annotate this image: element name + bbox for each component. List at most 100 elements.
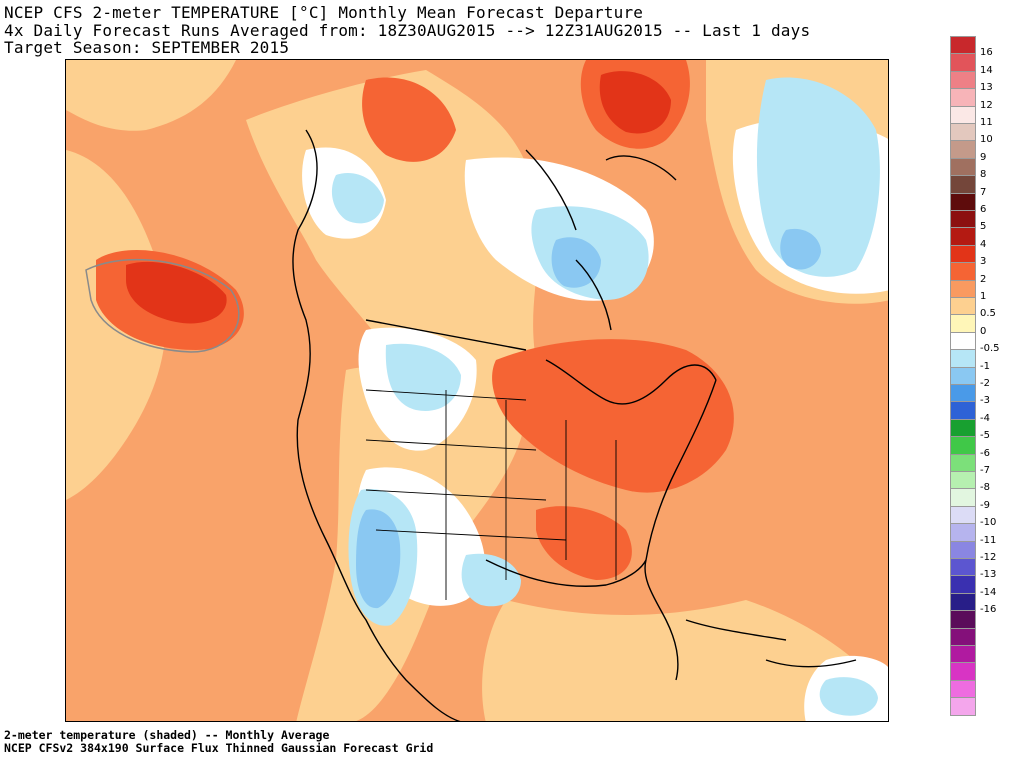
legend-swatch [950,558,976,577]
legend-label: -8 [980,482,990,494]
legend-label: -14 [980,586,997,598]
anomaly-cool-core-labrador [780,228,821,270]
legend-label: -10 [980,517,997,529]
legend-label: 9 [980,151,987,163]
legend-swatch [950,314,976,333]
temperature-anomaly-map [65,59,889,722]
legend-swatch [950,279,976,298]
us-canada-border [365,319,527,351]
legend-label: 12 [980,99,993,111]
legend-label: -12 [980,552,997,563]
legend-label: -0.5 [980,343,1000,355]
legend-swatch [950,401,976,420]
legend-swatch [950,418,976,438]
anomaly-field-pale-nw [66,60,236,131]
legend-label: -4 [980,412,990,424]
legend-swatch [950,662,976,681]
legend-label: 2 [980,273,987,285]
legend-swatch [950,123,976,142]
legend-label: 3 [980,256,987,268]
legend-swatch [950,210,976,229]
legend-swatch [950,175,976,194]
legend-swatch [950,592,976,612]
pacific-coastline [292,129,461,721]
legend-label: -13 [980,569,997,581]
legend-swatch [950,192,976,211]
gulf-coastline [485,559,647,587]
anomaly-warm-pacific-core [126,261,227,324]
legend-label: 16 [980,47,993,59]
footer-description: 2-meter temperature (shaded) -- Monthly … [4,728,330,742]
anomaly-cool-labrador-sea [756,77,880,277]
hudson-bay-coast [575,259,612,331]
legend-label: -9 [980,499,990,511]
legend-label: 13 [980,82,993,94]
legend-label: -5 [980,430,990,442]
legend-swatch [950,70,976,90]
legend-swatch [950,53,976,72]
contour-line-pacific [85,258,240,353]
legend-swatch [950,88,976,107]
legend-swatch [950,453,976,472]
legend-label: 10 [980,134,993,146]
legend-swatch [950,262,976,281]
legend-label: -1 [980,360,990,372]
forecast-run-info: 4x Daily Forecast Runs Averaged from: 18… [4,21,811,40]
legend-swatch [950,105,976,124]
anomaly-cool-caribbean [819,677,878,716]
legend-swatch [950,627,976,646]
legend-label: 7 [980,186,987,198]
legend-label: -11 [980,534,997,546]
anomaly-cool-core-rockies [356,509,401,609]
anomaly-cool-yukon [331,172,384,224]
anomaly-field-pale-canada [246,70,539,379]
legend-swatch [950,227,976,246]
arctic-islands [525,149,677,231]
legend-swatch [950,679,976,699]
geographic-boundaries [292,129,857,721]
legend-swatch [950,349,976,368]
legend-label: 0 [980,325,987,337]
legend-swatch [950,157,976,177]
legend-label: 0.5 [980,308,996,320]
legend-label: -3 [980,395,990,407]
legend-swatch [950,523,976,542]
anomaly-warm-arctic [362,77,456,162]
legend-label: -7 [980,465,990,476]
legend-label: -6 [980,447,990,459]
legend-label: 6 [980,204,987,215]
atlantic-coastline [644,379,717,681]
legend-label: -16 [980,604,997,616]
anomaly-field-pale-south [482,600,888,721]
footer-grid-info: NCEP CFSv2 384x190 Surface Flux Thinned … [4,741,434,755]
legend-swatch [950,244,976,264]
legend-swatch [950,140,976,159]
legend-swatch [950,540,976,559]
legend-swatch [950,697,976,716]
great-lakes-outline [545,359,717,405]
state-borders [365,389,617,600]
legend-label: 4 [980,238,987,250]
anomaly-warm-great-lakes [492,339,734,493]
legend-label: 5 [980,221,987,233]
legend-label: 1 [980,291,987,302]
legend-swatch [950,436,976,455]
legend-swatch [950,610,976,629]
legend-swatch [950,471,976,490]
legend-swatch [950,488,976,507]
legend-label: 14 [980,64,993,76]
legend-swatch [950,36,976,55]
anomaly-warm-southeast [536,506,632,580]
legend-swatch [950,505,976,525]
legend-label: -2 [980,378,990,389]
target-season: Target Season: SEPTEMBER 2015 [4,38,290,57]
legend-swatch [950,331,976,351]
anomaly-cool-northern-plains [385,343,461,411]
legend-swatch [950,384,976,403]
map-title: NCEP CFS 2-meter TEMPERATURE [°C] Monthl… [4,3,644,22]
legend-swatch [950,297,976,316]
legend-label: 8 [980,169,987,181]
legend-swatch [950,575,976,594]
caribbean-islands [685,619,857,668]
legend-label: 11 [980,117,993,128]
